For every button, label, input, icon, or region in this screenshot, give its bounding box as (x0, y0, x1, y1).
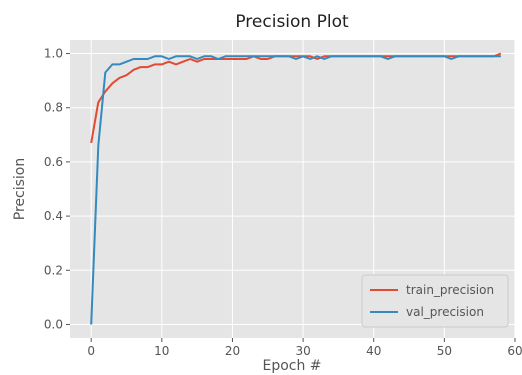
x-axis-label: Epoch # (262, 358, 321, 374)
x-tick-label: 10 (154, 344, 169, 358)
x-tick-label: 60 (507, 344, 522, 358)
y-tick-label: 0.6 (44, 155, 63, 169)
legend: train_precision val_precision (361, 274, 509, 328)
legend-label-val-precision: val_precision (406, 305, 484, 319)
x-tick-label: 40 (366, 344, 381, 358)
y-tick-label: 0.2 (44, 263, 63, 277)
x-tick-label: 30 (295, 344, 310, 358)
legend-label-train-precision: train_precision (406, 283, 494, 297)
y-tick-label: 0.8 (44, 101, 63, 115)
grid (70, 40, 516, 338)
x-tick-label: 50 (437, 344, 452, 358)
legend-box (361, 274, 509, 328)
series-line-val-precision (90, 55, 501, 325)
y-axis-label: Precision (12, 158, 28, 220)
x-tick-label: 0 (87, 344, 95, 358)
y-tick-label: 0.4 (44, 209, 63, 223)
y-tick-labels: 0.0 0.2 0.4 0.6 0.8 1.0 (44, 47, 70, 331)
y-tick-label: 0.0 (44, 317, 63, 331)
x-tick-labels: 0 10 20 30 40 50 60 (87, 338, 522, 358)
x-tick-label: 20 (225, 344, 240, 358)
chart-title: Precision Plot (235, 12, 349, 32)
series-lines (90, 52, 502, 325)
y-tick-label: 1.0 (44, 47, 63, 61)
